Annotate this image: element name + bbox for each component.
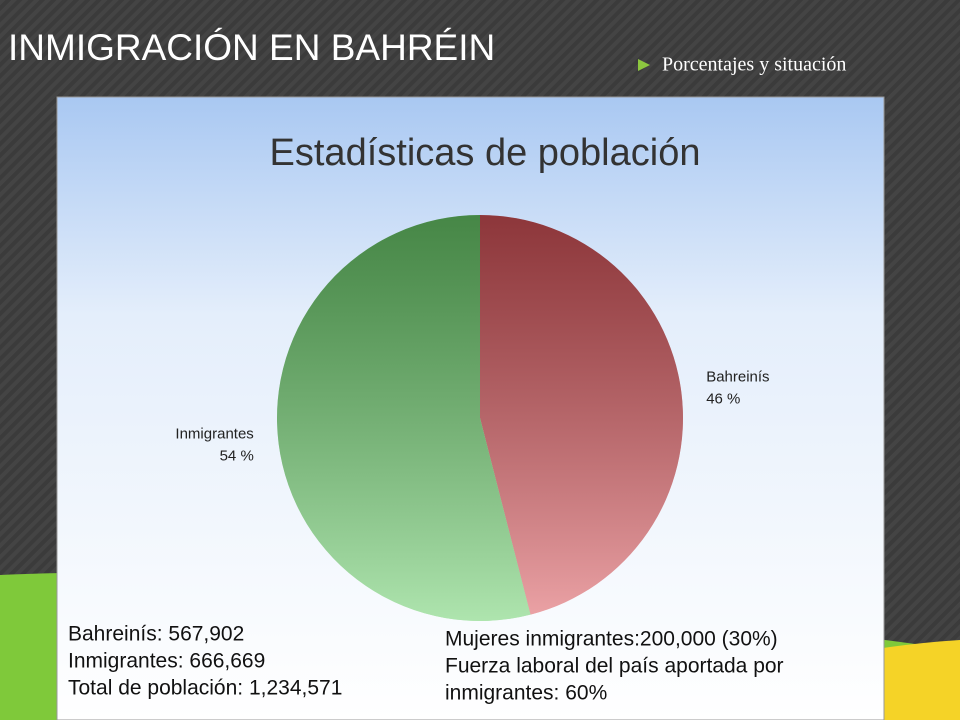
annotation: inmigrantes: 60% [445, 682, 607, 705]
slice-shade [480, 215, 683, 615]
slide-title: INMIGRACIÓN EN BAHRÉIN [8, 27, 495, 68]
bullet-icon [638, 59, 650, 71]
notes: Bahreinís: 567,902 Inmigrantes: 666,669 To… [68, 623, 784, 705]
bullet-text: Porcentajes y situación [662, 54, 846, 76]
annotation: Mujeres inmigrantes:200,000 (30%) [445, 628, 778, 651]
value-label: 54 % [220, 448, 254, 465]
annotation: Bahreinís: 567,902 [68, 623, 244, 646]
pie: Bahreinís 46 % Inmigrantes 54 % [175, 215, 770, 621]
annotation: Total de población: 1,234,571 [68, 677, 342, 700]
value-label: 46 % [706, 390, 740, 407]
slice-shade [276, 215, 531, 621]
slice-label: Bahreinís [706, 368, 769, 385]
slice-label: Inmigrantes [175, 426, 253, 443]
annotation: Inmigrantes: 666,669 [68, 650, 265, 673]
chart-title: Estadísticas de población [270, 132, 701, 174]
annotation: Fuerza laboral del país aportada por [445, 655, 784, 678]
